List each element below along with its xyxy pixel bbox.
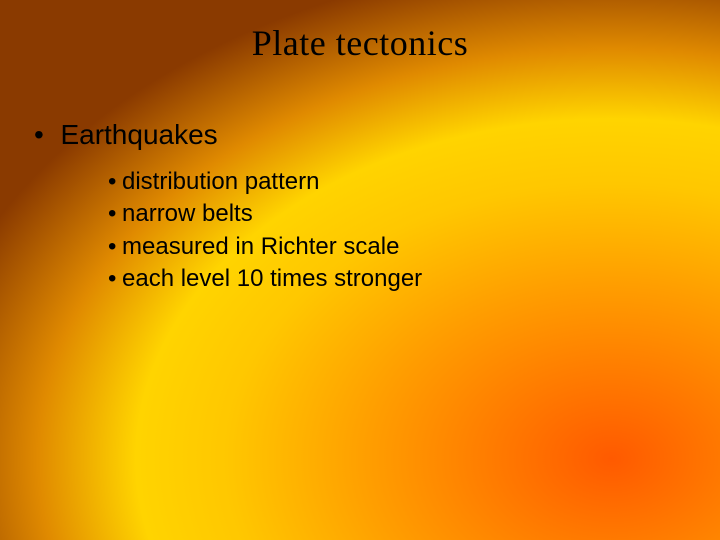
list-item: •distribution pattern xyxy=(108,166,422,198)
bullet-text: each level 10 times stronger xyxy=(122,265,422,292)
bullet-marker: • xyxy=(34,118,56,152)
bullet-marker: • xyxy=(108,166,122,198)
bullet-marker: • xyxy=(108,231,122,263)
list-item: • Earthquakes xyxy=(34,118,218,152)
bullet-text: Earthquakes xyxy=(60,118,217,152)
bullet-text: narrow belts xyxy=(122,200,253,227)
bullet-level2-group: •distribution pattern •narrow belts •mea… xyxy=(108,166,422,296)
bullet-marker: • xyxy=(108,198,122,230)
list-item: •narrow belts xyxy=(108,198,422,230)
slide: Plate tectonics • Earthquakes •distribut… xyxy=(0,0,720,540)
bullet-text: distribution pattern xyxy=(122,168,319,195)
bullet-marker: • xyxy=(108,263,122,295)
slide-title: Plate tectonics xyxy=(0,22,720,64)
list-item: •each level 10 times stronger xyxy=(108,263,422,295)
list-item: •measured in Richter scale xyxy=(108,231,422,263)
bullet-text: measured in Richter scale xyxy=(122,233,399,260)
bullet-level1-group: • Earthquakes xyxy=(34,118,218,152)
